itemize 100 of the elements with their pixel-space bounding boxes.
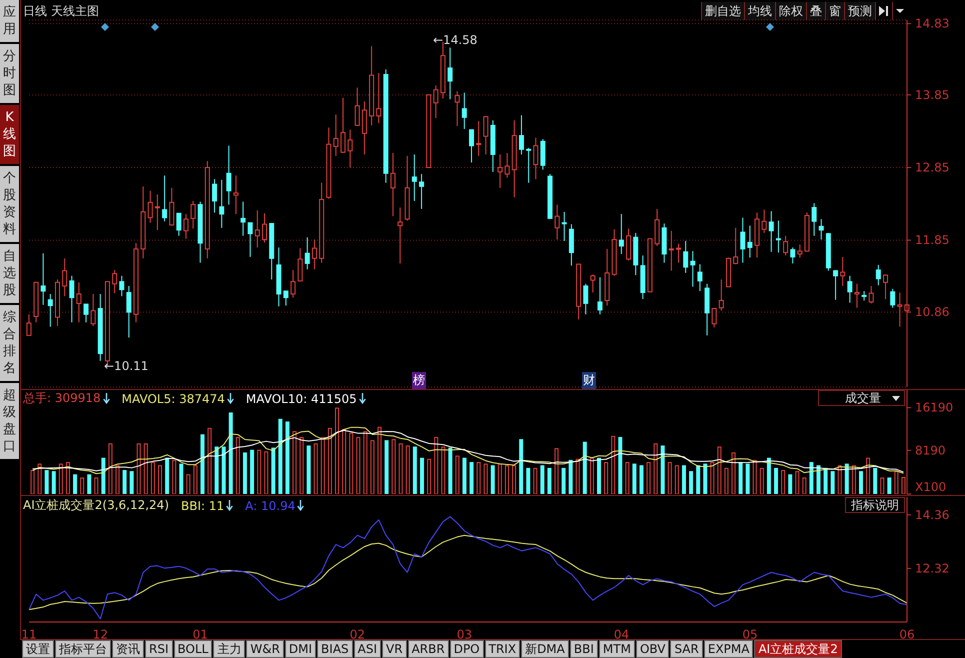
candlestick xyxy=(790,246,796,264)
candlestick xyxy=(283,290,288,306)
candlestick xyxy=(340,97,346,154)
candlestick xyxy=(840,256,846,286)
candlestick xyxy=(176,212,182,236)
text: 应用 xyxy=(0,0,19,42)
text: W&R xyxy=(246,640,284,658)
y-tick-label: 12.85 xyxy=(915,160,950,175)
candlestick xyxy=(433,84,438,119)
candlestick xyxy=(654,208,660,247)
text: OBV xyxy=(636,640,670,658)
text: EXPMA xyxy=(704,640,754,658)
text: 指标平台 xyxy=(55,640,111,658)
y-tick-label: 13.85 xyxy=(915,88,950,102)
chart-title: AI立桩成交量2(3,6,12,24) xyxy=(23,497,169,514)
candlestick xyxy=(483,115,488,155)
text: BIAS xyxy=(317,640,353,658)
candlestick xyxy=(212,178,218,214)
candlestick xyxy=(812,202,817,236)
candlestick xyxy=(462,92,467,130)
candlestick xyxy=(190,200,196,230)
candlestick xyxy=(183,214,188,240)
help-button: 指标说明 xyxy=(845,497,905,513)
text: MAVOL10: 411505 xyxy=(246,392,358,406)
candlestick xyxy=(876,264,881,286)
candlestick xyxy=(862,290,867,302)
candlestick xyxy=(126,285,132,338)
candlestick xyxy=(354,87,360,127)
candlestick xyxy=(76,282,82,323)
candlestick xyxy=(847,275,852,304)
candlestick xyxy=(419,174,424,210)
x-tick-label: 01 xyxy=(192,628,208,642)
candlestick xyxy=(62,258,68,297)
candlestick xyxy=(747,225,752,258)
candlestick xyxy=(240,201,246,236)
candlestick xyxy=(554,204,560,240)
text: 均线 xyxy=(744,2,775,20)
y-tick-label: 14.83 xyxy=(915,16,950,31)
candlestick xyxy=(626,228,632,262)
text: 删自选 xyxy=(701,2,744,20)
candlestick xyxy=(362,100,367,155)
candlestick xyxy=(69,275,74,323)
y-tick-label: 8190 xyxy=(915,443,946,458)
candlestick xyxy=(90,293,96,326)
candlestick xyxy=(668,230,674,272)
x-tick-label: 11 xyxy=(21,628,37,642)
candlestick xyxy=(333,114,338,156)
candlestick xyxy=(697,264,702,292)
text: ARBR xyxy=(408,640,449,658)
text: 窗 xyxy=(825,2,844,20)
text: 综合排名 xyxy=(0,305,19,381)
candlestick xyxy=(226,145,232,206)
candlestick xyxy=(597,276,602,315)
candlestick xyxy=(412,154,417,202)
text: 除权 xyxy=(775,2,806,20)
candlestick xyxy=(398,206,403,264)
candlestick xyxy=(533,137,538,180)
line-series xyxy=(28,516,908,620)
candlestick xyxy=(112,269,118,294)
candlestick xyxy=(690,250,696,288)
y-tick-label: 14.36 xyxy=(915,508,950,522)
candlestick xyxy=(154,194,160,231)
candlestick xyxy=(262,212,267,243)
candlestick xyxy=(219,179,224,228)
text: 设置 xyxy=(22,640,54,658)
candlestick xyxy=(712,308,717,328)
text: 超级盘口 xyxy=(0,383,19,459)
line-series xyxy=(28,534,908,610)
annotation: 榜 xyxy=(412,372,426,389)
annotation: 财 xyxy=(582,372,596,389)
text: 资讯 xyxy=(112,640,144,658)
candlestick xyxy=(40,252,46,306)
candlestick xyxy=(776,220,781,254)
candlestick xyxy=(84,304,89,323)
candlestick xyxy=(376,72,382,124)
candlestick xyxy=(854,283,860,308)
candlestick xyxy=(448,47,453,100)
candlestick xyxy=(233,175,238,215)
candlestick xyxy=(897,292,902,328)
candlestick xyxy=(469,129,474,163)
candlestick xyxy=(568,224,574,266)
candlestick xyxy=(298,248,303,282)
y-tick-label: X100 xyxy=(915,480,946,494)
candlestick xyxy=(518,114,524,155)
dropdown-field: 成交量 xyxy=(818,390,905,406)
candlestick xyxy=(26,314,32,336)
candlestick xyxy=(540,138,546,170)
candlestick xyxy=(148,190,153,224)
candlestick xyxy=(454,90,460,127)
text: DMI xyxy=(284,640,316,658)
candlestick xyxy=(304,236,310,270)
annotation: 成交量 xyxy=(845,390,881,406)
candlestick xyxy=(676,243,682,264)
candlestick xyxy=(254,210,260,248)
text: VR xyxy=(382,640,407,658)
text: K线图 xyxy=(0,105,19,164)
text: 总手: 309918 xyxy=(23,390,102,407)
candlestick xyxy=(890,288,896,308)
candlestick xyxy=(783,235,788,256)
candlestick xyxy=(583,283,588,315)
